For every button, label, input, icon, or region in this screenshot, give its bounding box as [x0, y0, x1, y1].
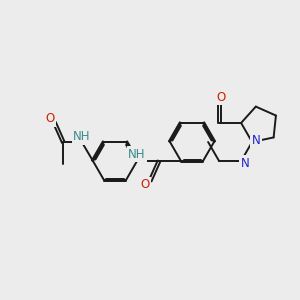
Text: O: O [45, 112, 54, 125]
Text: N: N [241, 157, 250, 169]
Text: N: N [252, 134, 260, 146]
Text: O: O [217, 91, 226, 103]
Text: NH: NH [128, 148, 146, 160]
Text: O: O [141, 178, 150, 191]
Text: NH: NH [73, 130, 91, 143]
